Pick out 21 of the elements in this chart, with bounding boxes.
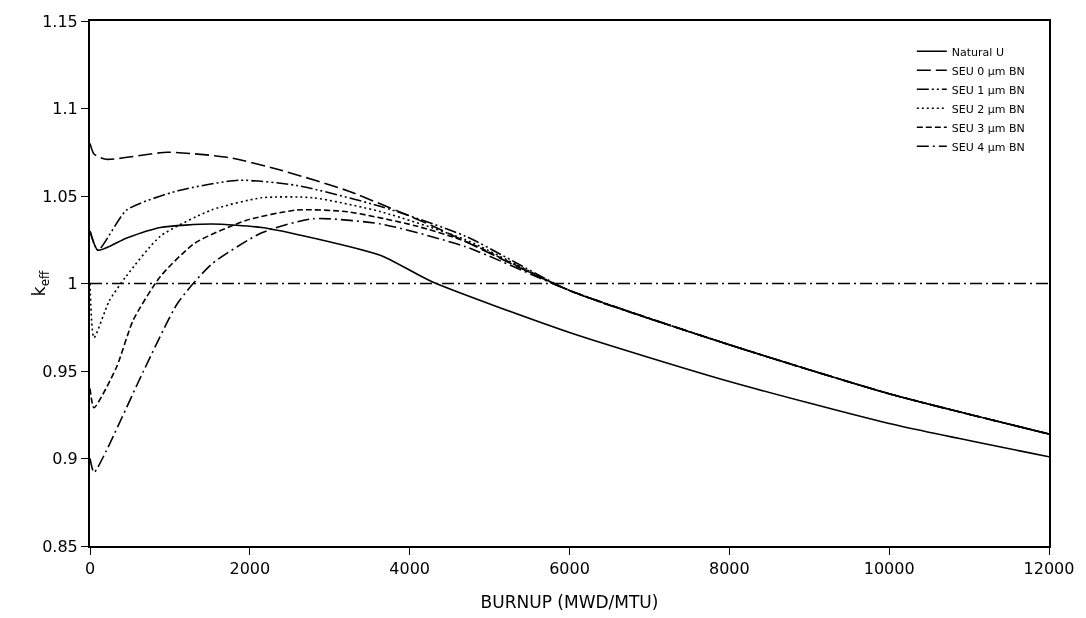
x-tick-label: 12000	[1023, 559, 1075, 579]
x-tick-label: 10000	[863, 559, 915, 579]
y-tick-label: 0.95	[42, 361, 78, 381]
x-axis-title: BURNUP (MWD/MTU)	[480, 592, 659, 612]
y-tick-label: 0.85	[42, 536, 78, 556]
x-tick-label: 2000	[229, 559, 271, 579]
y-tick-label: 1	[67, 274, 78, 294]
legend-label: SEU 3 μm BN	[951, 121, 1025, 135]
legend-label: Natural U	[951, 45, 1004, 59]
legend-label: SEU 0 μm BN	[951, 64, 1025, 78]
legend-label: SEU 4 μm BN	[951, 140, 1025, 154]
y-tick-label: 1.1	[52, 99, 78, 119]
legend-label: SEU 1 μm BN	[951, 83, 1025, 97]
legend-label: SEU 2 μm BN	[951, 102, 1025, 116]
x-tick-label: 4000	[389, 559, 431, 579]
x-tick-label: 8000	[708, 559, 750, 579]
x-tick-label: 6000	[549, 559, 590, 579]
y-tick-label: 1.05	[42, 186, 78, 206]
y-tick-label: 0.9	[52, 449, 78, 469]
y-tick-label: 1.15	[42, 11, 78, 31]
x-tick-label: 0	[84, 559, 96, 579]
